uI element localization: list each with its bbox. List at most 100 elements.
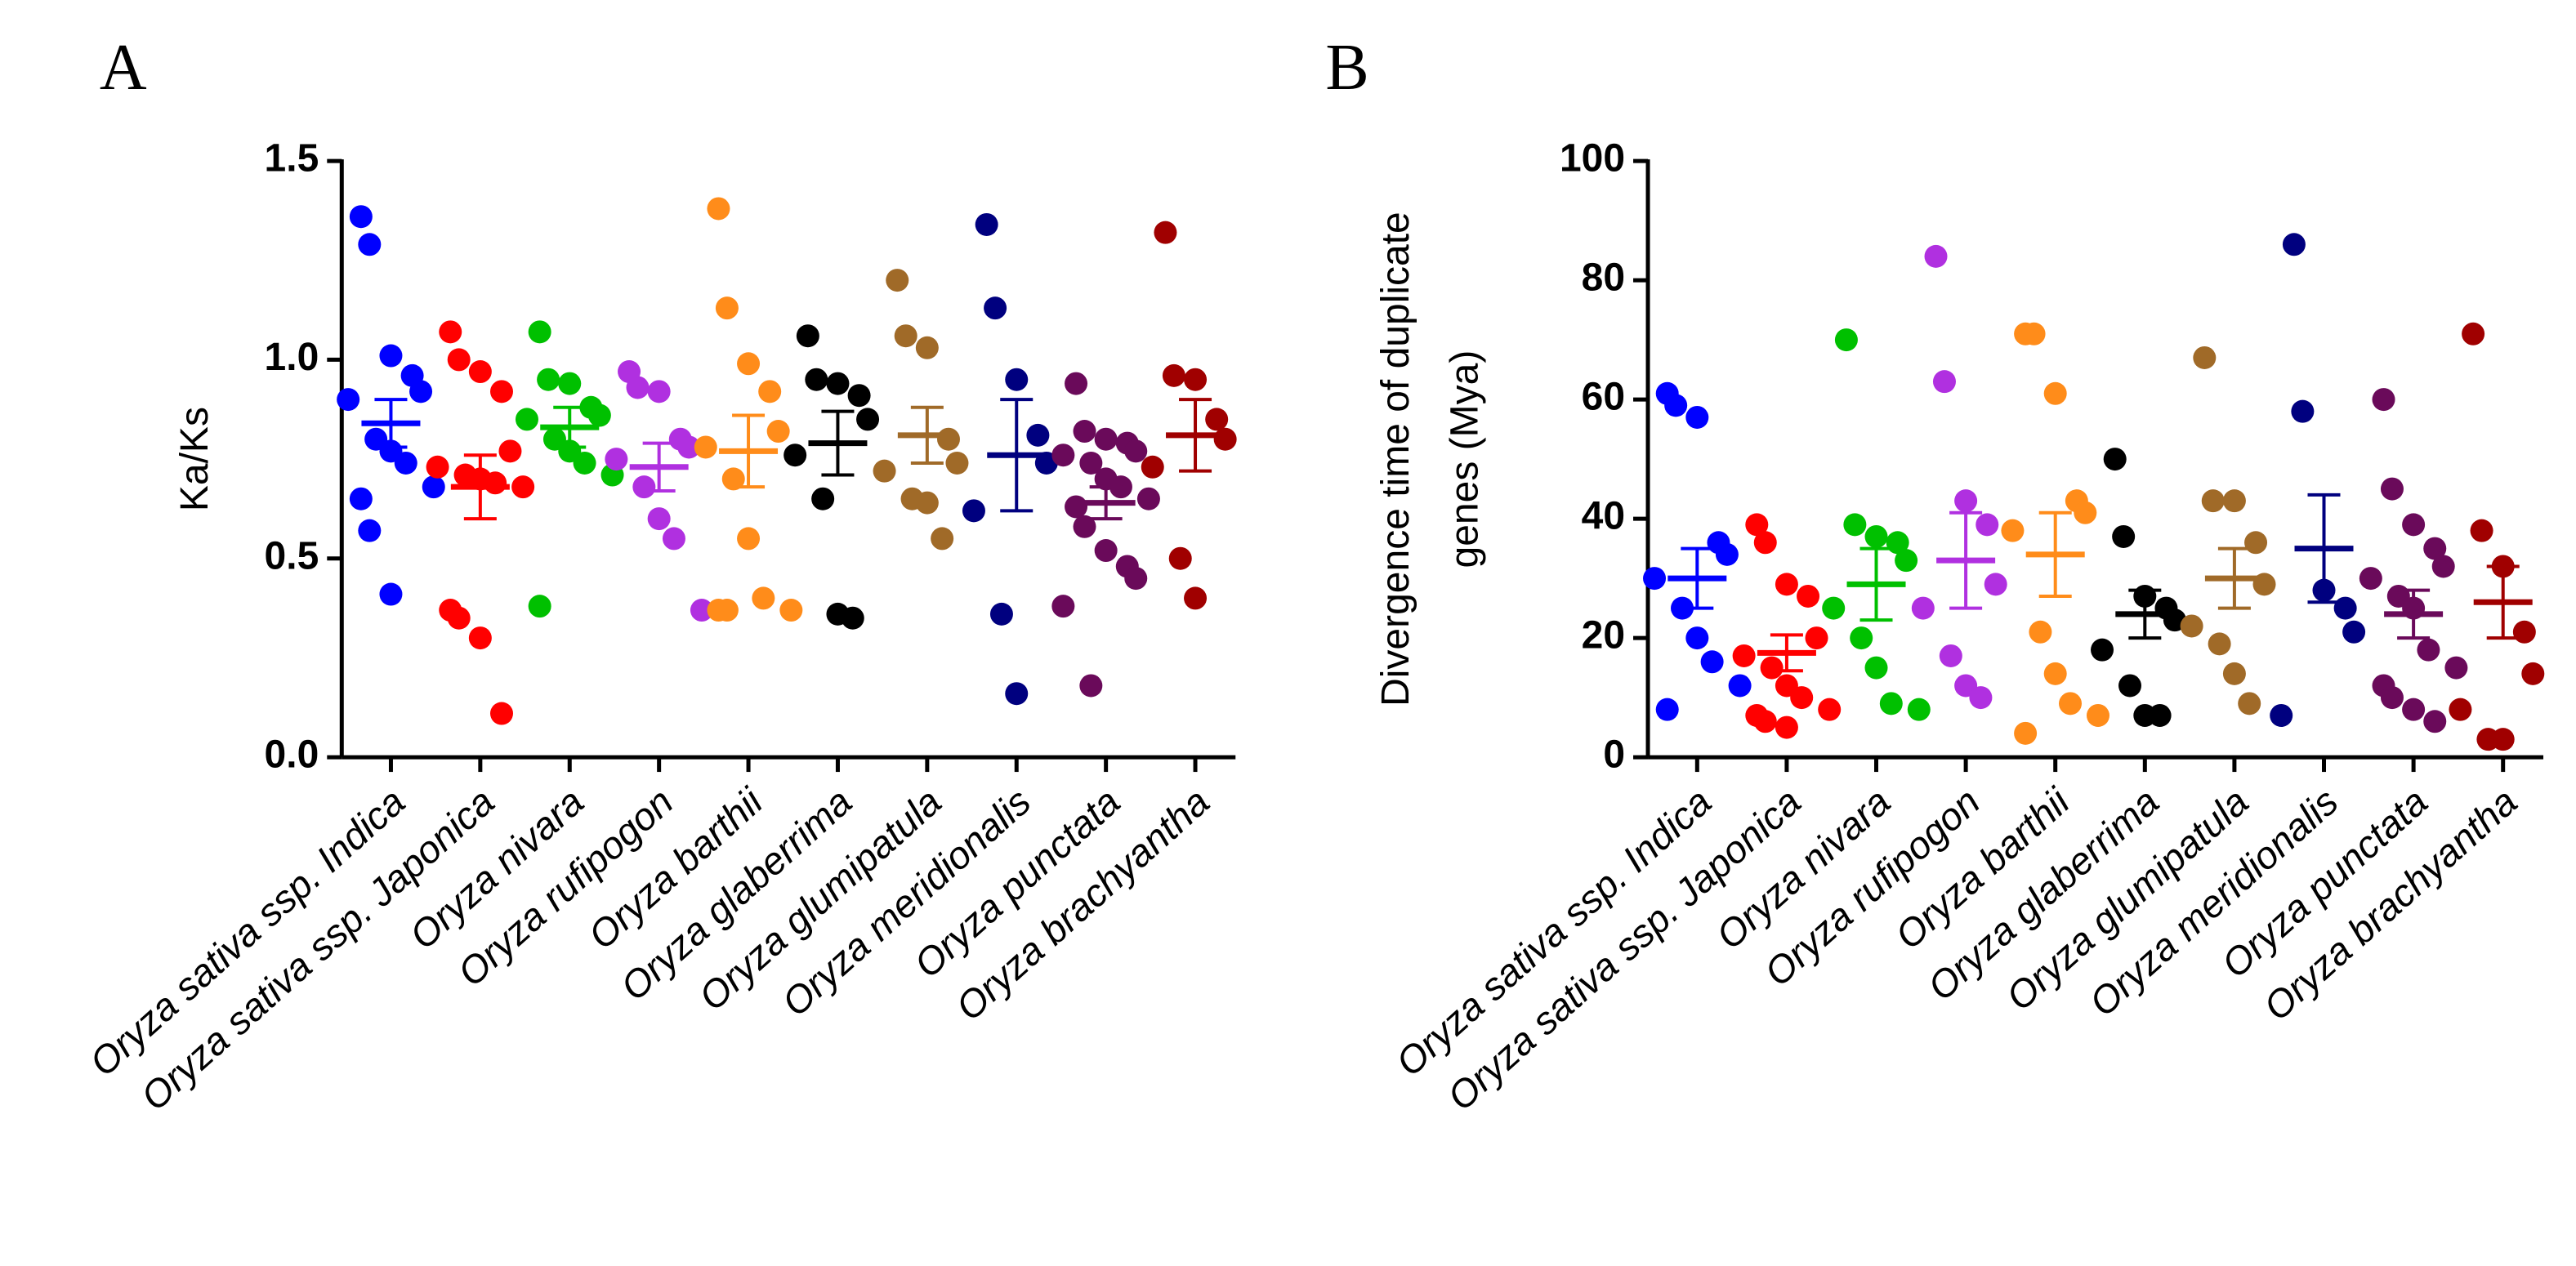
data-point <box>1911 596 1935 620</box>
y-tick-label: 20 <box>1582 614 1625 658</box>
data-point <box>1969 686 1993 710</box>
data-point <box>1822 596 1846 620</box>
data-point <box>2148 703 2172 727</box>
data-point <box>447 606 471 630</box>
data-point <box>1005 368 1029 391</box>
data-point <box>694 435 717 459</box>
data-point <box>752 586 775 610</box>
data-point <box>1715 542 1739 566</box>
data-point <box>2022 322 2046 345</box>
y-axis-label: Ka/Ks <box>173 407 217 511</box>
data-point <box>2103 448 2127 471</box>
data-point <box>1005 682 1029 706</box>
data-point <box>2112 524 2136 548</box>
y-tick-label: 60 <box>1582 376 1625 419</box>
data-point <box>873 459 896 483</box>
x-tick-label: Oryza sativa ssp. Japonica <box>1439 779 1809 1118</box>
data-point <box>409 380 433 403</box>
y-tick-label: 1.0 <box>265 336 319 379</box>
data-point <box>2014 721 2038 745</box>
data-point <box>1205 408 1229 431</box>
data-point <box>715 296 739 320</box>
data-point <box>358 233 382 256</box>
data-point <box>2291 399 2315 423</box>
data-point <box>1984 573 2007 596</box>
data-point <box>626 376 650 399</box>
data-point <box>936 427 960 451</box>
data-point <box>721 467 745 491</box>
data-point <box>1079 674 1103 698</box>
data-point <box>2402 698 2426 721</box>
data-point <box>528 320 551 344</box>
data-point <box>2380 686 2404 710</box>
data-point <box>1051 444 1075 467</box>
data-point <box>489 380 513 403</box>
panel-label: B <box>1325 32 1368 104</box>
data-point <box>1051 595 1075 618</box>
data-point <box>1700 650 1724 674</box>
data-point <box>647 507 671 531</box>
data-point <box>915 491 939 515</box>
data-point <box>2059 692 2083 715</box>
data-point <box>1843 513 1867 537</box>
data-point <box>1818 698 1842 721</box>
data-point <box>715 599 739 622</box>
data-point <box>2086 703 2109 727</box>
data-point <box>1141 455 1164 479</box>
data-point <box>2423 710 2447 733</box>
data-point <box>2444 656 2468 680</box>
data-point <box>1643 567 1667 591</box>
data-point <box>2423 537 2447 560</box>
data-point <box>811 487 835 510</box>
data-point <box>1136 487 1160 510</box>
data-point <box>2417 638 2440 662</box>
data-point <box>1168 546 1192 570</box>
data-point <box>1805 626 1828 650</box>
data-point <box>1753 710 1777 733</box>
y-axis-label: Divergence time of duplicate <box>1374 212 1417 707</box>
y-tick-label: 100 <box>1560 137 1625 181</box>
data-point <box>1094 427 1118 451</box>
data-point <box>779 599 803 622</box>
data-point <box>677 435 701 459</box>
data-point <box>2333 596 2357 620</box>
data-point <box>1932 370 1956 394</box>
data-point <box>1879 692 1903 715</box>
y-axis-label: genes (Mya) <box>1443 350 1486 568</box>
data-point <box>931 527 954 551</box>
data-point <box>886 269 909 292</box>
data-point <box>1073 420 1096 444</box>
data-point <box>1094 539 1118 563</box>
data-point <box>2470 519 2493 542</box>
data-point <box>945 451 969 475</box>
data-point <box>1124 439 1148 463</box>
data-point <box>558 372 582 395</box>
data-point <box>1760 656 1784 680</box>
data-point <box>662 527 685 551</box>
data-point <box>1732 644 1756 667</box>
data-point <box>2491 728 2515 751</box>
data-point <box>2193 345 2217 369</box>
data-point <box>1184 368 1208 391</box>
data-point <box>2222 662 2246 685</box>
data-point <box>1154 221 1177 244</box>
data-point <box>1184 586 1208 610</box>
data-point <box>1124 567 1148 591</box>
data-point <box>1745 513 1769 537</box>
data-point <box>358 519 382 542</box>
data-point <box>2282 233 2306 256</box>
data-point <box>537 368 560 391</box>
data-point <box>1685 405 1709 429</box>
data-point <box>2180 614 2203 638</box>
data-point <box>2029 620 2052 644</box>
data-point <box>1065 372 1088 395</box>
data-point <box>1026 423 1050 447</box>
data-point <box>2074 501 2097 524</box>
data-point <box>2244 531 2268 555</box>
data-point <box>528 595 551 618</box>
data-point <box>1790 686 1814 710</box>
data-point <box>1895 549 1918 573</box>
data-point <box>894 324 917 348</box>
data-point <box>1924 244 1948 268</box>
data-point <box>1073 515 1096 538</box>
